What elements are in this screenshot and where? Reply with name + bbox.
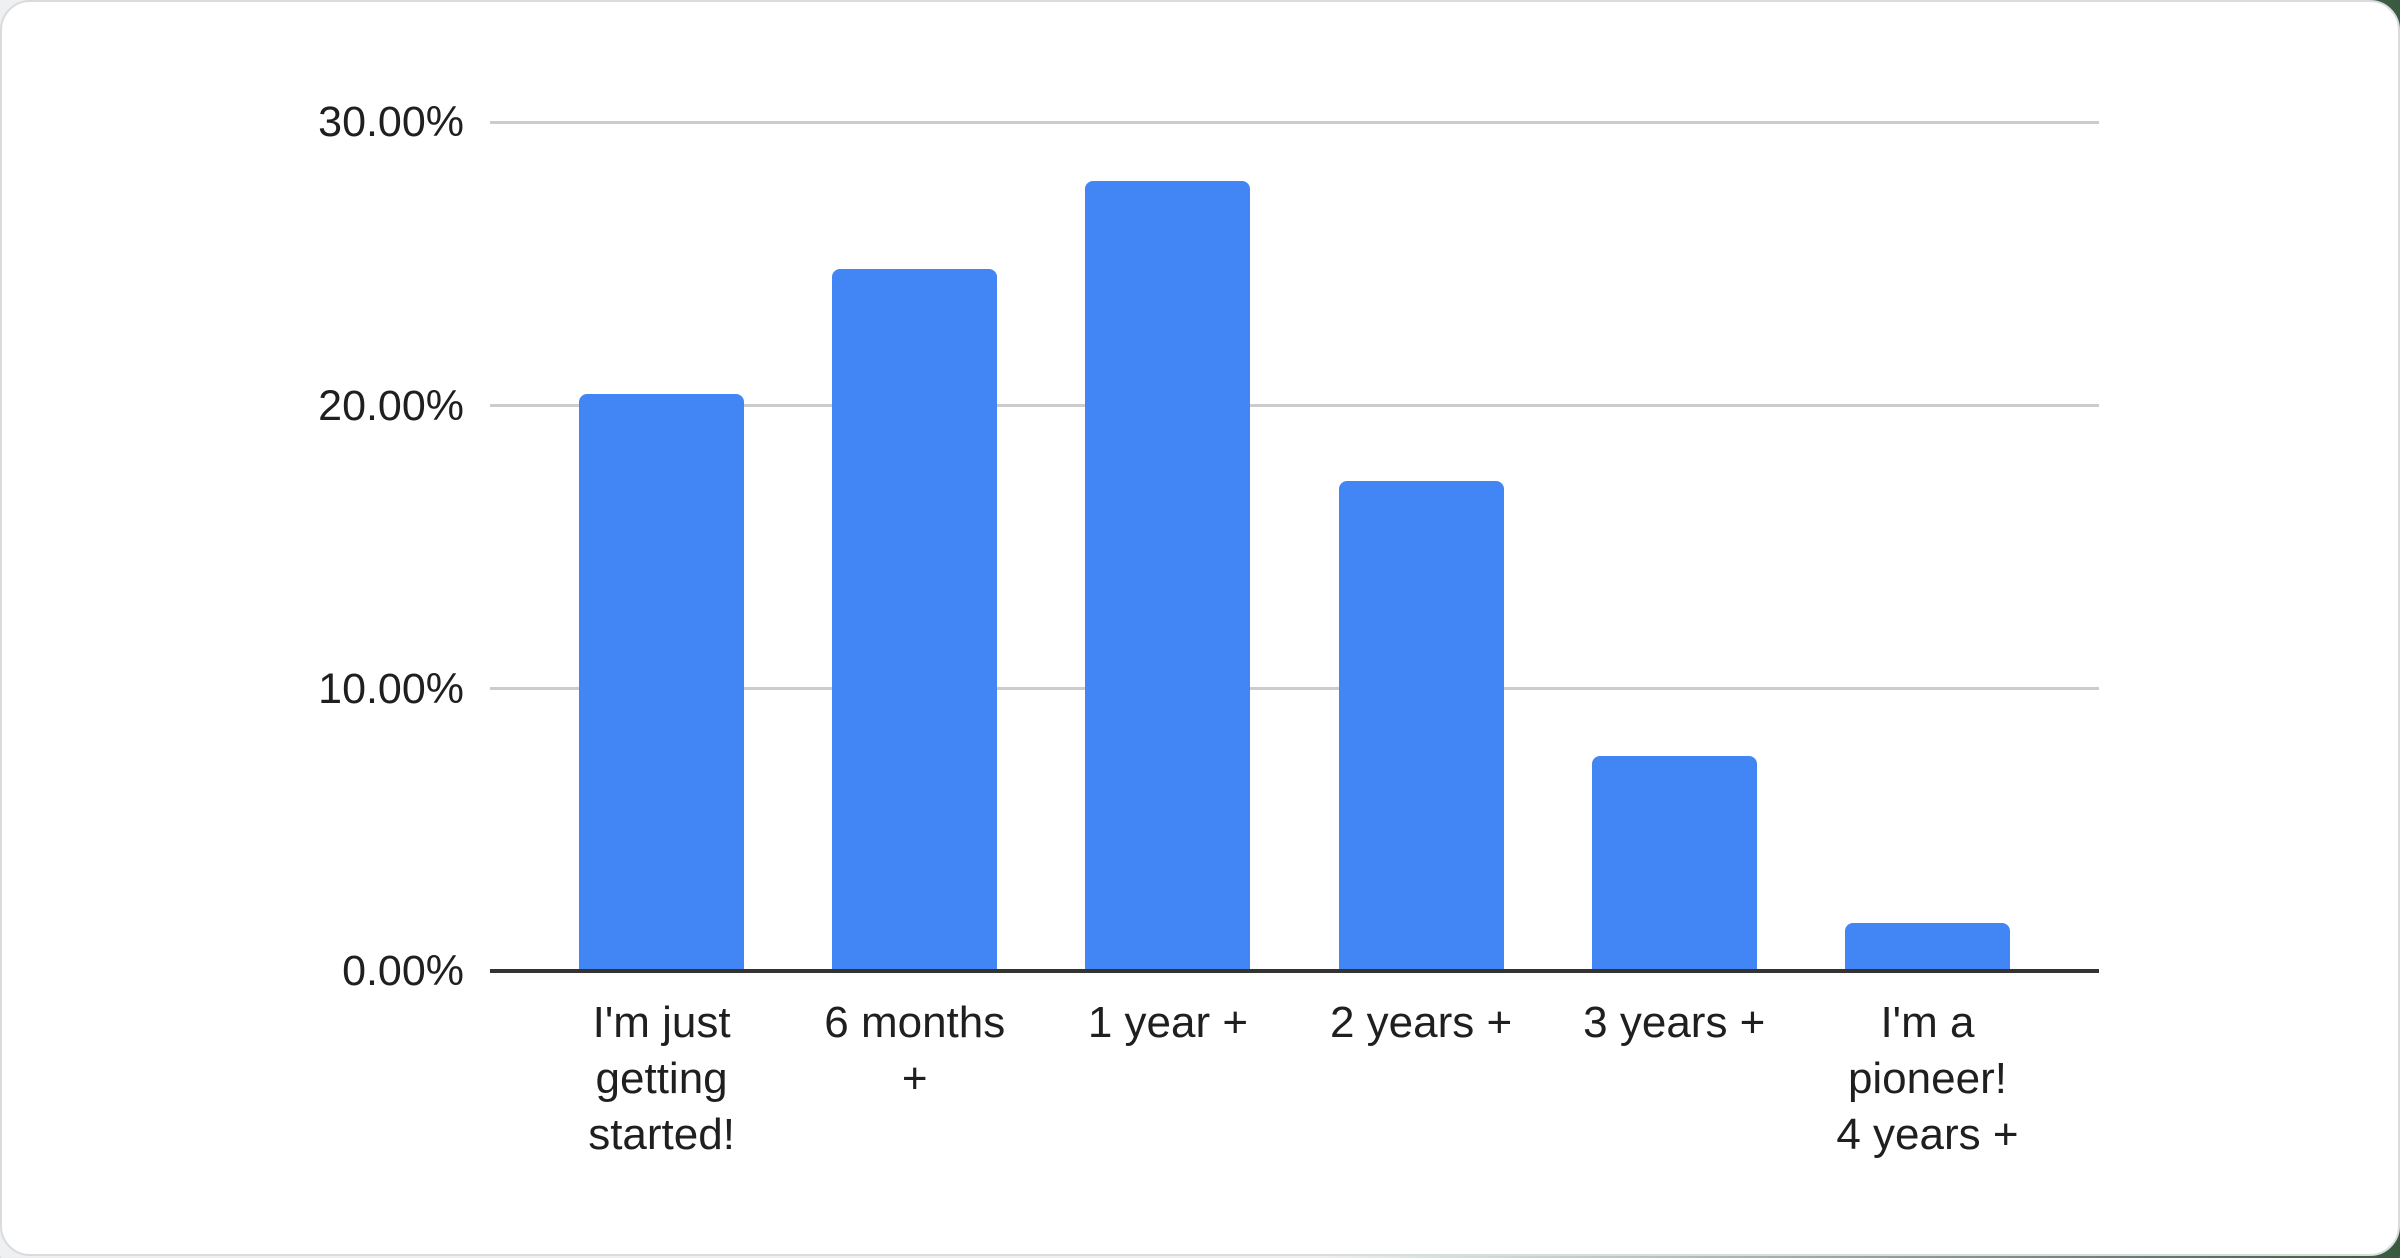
- bar-band: [788, 122, 1041, 971]
- y-tick-label-20: 20.00%: [2, 378, 464, 434]
- bar-band: [535, 122, 788, 971]
- bar-1: [579, 394, 744, 971]
- x-tick-label-6: I'm a pioneer! 4 years +: [1801, 995, 2054, 1163]
- bar-band: [1041, 122, 1294, 971]
- y-tick-label-30: 30.00%: [2, 94, 464, 150]
- bar-5: [1592, 756, 1757, 971]
- bars-row: [490, 122, 2099, 971]
- x-tick-label-2: 6 months +: [788, 995, 1041, 1163]
- x-tick-label-1: I'm just getting started!: [535, 995, 788, 1163]
- bar-6: [1845, 923, 2010, 971]
- x-tick-label-4: 2 years +: [1295, 995, 1548, 1163]
- bar-band: [1801, 122, 2054, 971]
- y-tick-label-10: 10.00%: [2, 661, 464, 717]
- x-tick-label-5: 3 years +: [1548, 995, 1801, 1163]
- y-tick-label-0: 0.00%: [2, 943, 464, 999]
- bar-3: [1085, 181, 1250, 971]
- plot-area: [490, 122, 2099, 971]
- x-axis-line: [490, 969, 2099, 973]
- bar-band: [1295, 122, 1548, 971]
- bar-band: [1548, 122, 1801, 971]
- bar-2: [832, 269, 997, 971]
- bar-4: [1339, 481, 1504, 971]
- x-axis-labels: I'm just getting started!6 months +1 yea…: [535, 995, 2054, 1163]
- x-tick-label-3: 1 year +: [1041, 995, 1294, 1163]
